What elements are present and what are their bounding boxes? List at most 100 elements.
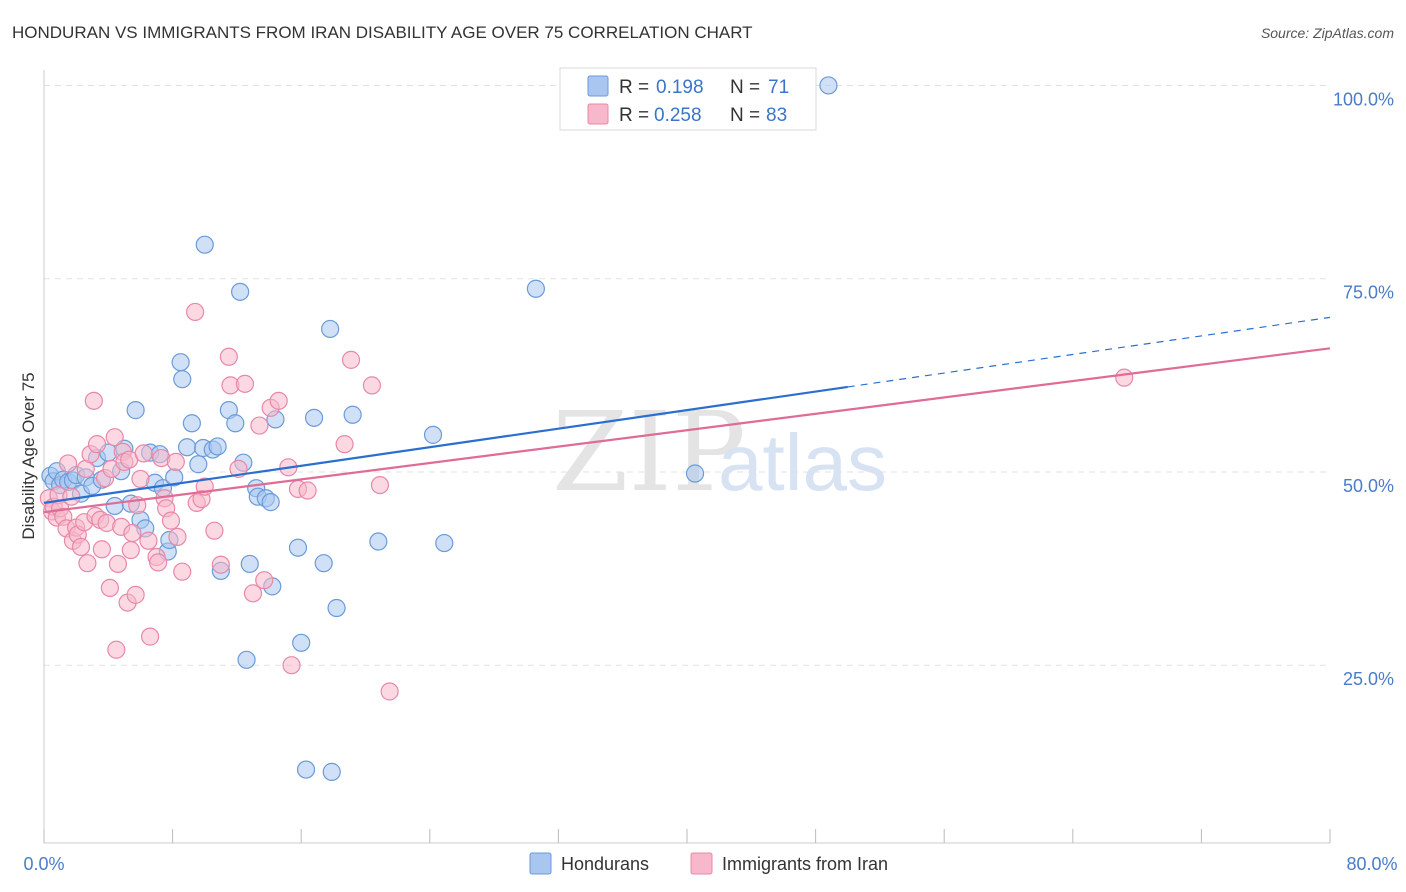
point-honduran bbox=[369, 532, 388, 551]
point-honduran bbox=[195, 235, 214, 254]
point-iran bbox=[168, 527, 187, 546]
point-iran bbox=[139, 531, 158, 550]
data-points bbox=[39, 76, 1134, 781]
point-honduran bbox=[327, 598, 346, 618]
trend-lines bbox=[43, 316, 1331, 514]
point-iran bbox=[161, 511, 181, 530]
legend-n-value-1: 71 bbox=[768, 77, 789, 98]
point-honduran bbox=[126, 401, 145, 420]
point-honduran bbox=[296, 760, 316, 779]
point-iran bbox=[250, 416, 269, 435]
chart-source: Source: ZipAtlas.com bbox=[1261, 25, 1394, 41]
point-iran bbox=[166, 452, 185, 472]
legend-swatch-hondurans bbox=[587, 75, 609, 97]
point-honduran bbox=[231, 282, 250, 301]
y-tick-labels: 25.0% 50.0% 75.0% 100.0% bbox=[1333, 89, 1394, 689]
point-honduran bbox=[322, 762, 341, 781]
legend-r-value-1: 0.198 bbox=[656, 77, 704, 98]
point-iran bbox=[370, 476, 390, 495]
point-honduran bbox=[240, 554, 259, 574]
point-honduran bbox=[685, 464, 705, 483]
watermark-atlas: atlas bbox=[718, 418, 887, 507]
trend-line-hondurans-extension bbox=[847, 316, 1331, 388]
point-iran bbox=[100, 578, 120, 598]
point-iran bbox=[243, 584, 263, 603]
legend-n-value-2: 83 bbox=[766, 105, 787, 126]
point-iran bbox=[173, 562, 192, 581]
point-iran bbox=[87, 435, 107, 454]
point-honduran bbox=[288, 538, 308, 557]
legend-r-value-2: 0.258 bbox=[654, 105, 702, 126]
point-honduran bbox=[321, 319, 340, 339]
point-iran bbox=[341, 350, 361, 369]
point-honduran bbox=[343, 405, 362, 424]
point-iran bbox=[149, 553, 168, 572]
point-honduran bbox=[819, 76, 838, 95]
point-honduran bbox=[189, 455, 208, 474]
legend-n-label-2: N = bbox=[730, 105, 760, 126]
series-legend: Hondurans Immigrants from Iran bbox=[529, 852, 888, 875]
x-axis-ticks bbox=[43, 829, 1331, 843]
point-iran bbox=[211, 555, 230, 574]
point-honduran bbox=[226, 414, 245, 433]
point-iran bbox=[105, 428, 124, 447]
point-honduran bbox=[171, 353, 190, 372]
point-iran bbox=[335, 435, 354, 454]
point-iran bbox=[282, 656, 301, 675]
point-iran bbox=[235, 374, 255, 393]
point-iran bbox=[59, 454, 78, 473]
watermark-zip: ZIP bbox=[552, 388, 746, 516]
bottom-legend-hondurans: Hondurans bbox=[561, 854, 649, 874]
y-tick-label: 50.0% bbox=[1343, 476, 1394, 496]
point-iran bbox=[269, 391, 288, 410]
legend-n-label-1: N = bbox=[730, 77, 760, 98]
point-honduran bbox=[177, 438, 197, 457]
point-honduran bbox=[423, 425, 443, 444]
point-honduran bbox=[208, 437, 227, 456]
bottom-legend-iran: Immigrants from Iran bbox=[722, 854, 888, 874]
x-tick-label-min: 0.0% bbox=[23, 854, 64, 874]
point-iran bbox=[140, 627, 160, 646]
point-iran bbox=[1115, 368, 1134, 387]
point-iran bbox=[134, 444, 153, 463]
point-honduran bbox=[314, 554, 333, 573]
correlation-legend: R = 0.198 N = 71 R = 0.258 N = 83 bbox=[559, 67, 817, 131]
bottom-legend-swatch-iran bbox=[690, 852, 713, 875]
point-iran bbox=[362, 376, 382, 395]
point-iran bbox=[62, 487, 81, 506]
trend-line-iran bbox=[43, 347, 1331, 514]
point-honduran bbox=[237, 650, 256, 669]
point-iran bbox=[107, 640, 126, 659]
point-iran bbox=[255, 571, 274, 590]
point-honduran bbox=[105, 496, 124, 516]
chart-title: HONDURAN VS IMMIGRANTS FROM IRAN DISABIL… bbox=[12, 23, 753, 42]
point-iran bbox=[186, 302, 205, 322]
trend-line-hondurans bbox=[43, 385, 848, 504]
point-iran bbox=[71, 537, 91, 557]
point-iran bbox=[78, 554, 97, 573]
point-honduran bbox=[173, 370, 192, 389]
point-iran bbox=[298, 481, 317, 500]
legend-swatch-iran bbox=[587, 103, 609, 125]
point-iran bbox=[84, 391, 103, 410]
point-iran bbox=[219, 347, 238, 366]
point-iran bbox=[380, 682, 399, 701]
point-iran bbox=[121, 540, 140, 560]
point-iran bbox=[205, 521, 224, 540]
y-tick-label: 75.0% bbox=[1343, 283, 1394, 303]
point-honduran bbox=[435, 533, 454, 553]
bottom-legend-swatch-hondurans bbox=[529, 852, 552, 875]
grid-lines bbox=[44, 84, 1330, 666]
point-honduran bbox=[261, 493, 280, 512]
point-honduran bbox=[526, 279, 545, 298]
point-iran bbox=[123, 523, 142, 543]
point-honduran bbox=[292, 633, 311, 652]
y-tick-label: 100.0% bbox=[1333, 89, 1394, 109]
x-tick-label-max: 80.0% bbox=[1346, 854, 1397, 874]
point-iran bbox=[92, 540, 111, 559]
point-iran bbox=[108, 554, 128, 574]
legend-r-label-1: R = bbox=[619, 77, 649, 98]
point-iran bbox=[126, 585, 145, 604]
point-iran bbox=[131, 469, 150, 489]
